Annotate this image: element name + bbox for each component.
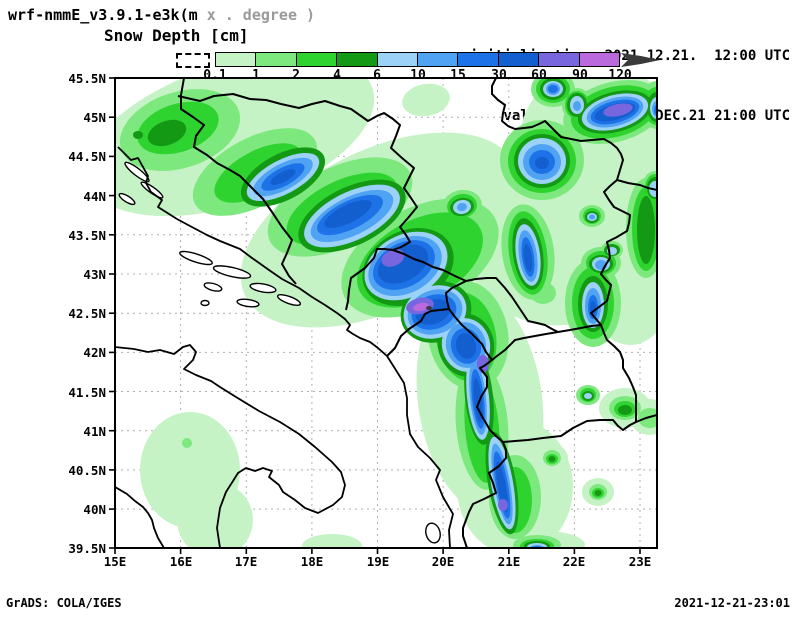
x-axis-label: 22E — [562, 554, 586, 569]
plot-subtitle: Snow Depth [cm] — [104, 26, 249, 45]
border-kosovo-south — [445, 280, 559, 361]
y-axis-label: 40N — [83, 502, 106, 517]
border-albania-east-greece — [462, 359, 507, 547]
snow-shading-level-10 — [426, 306, 432, 310]
colorbar-tick-label: 4 — [333, 68, 341, 83]
coastline-italy-adriatic — [116, 344, 346, 547]
colorbar-segment — [255, 53, 296, 66]
colorbar-tick-label: 15 — [450, 68, 466, 83]
model-title: wrf-nmmE_v3.9.1-e3k(m x . degree ) — [8, 6, 315, 24]
colorbar-segment — [376, 53, 418, 66]
colorbar-segment — [336, 53, 377, 66]
colorbar-tick-label: 10 — [410, 68, 426, 83]
colorbar-segment — [417, 53, 458, 66]
y-axis-label: 41N — [83, 424, 106, 439]
y-axis-label: 45.5N — [68, 71, 106, 86]
border-serbia-romania-danube — [491, 79, 656, 191]
colorbar-undermin-box — [176, 53, 210, 68]
colorbar-segment — [497, 53, 539, 66]
border-montenegro-serbia-kosovo — [392, 249, 559, 333]
grads-credit: GrADS: COLA/IGES — [6, 596, 122, 610]
x-axis-label: 18E — [300, 554, 324, 569]
colorbar-tick-label: 6 — [373, 68, 381, 83]
y-axis-label: 44.5N — [68, 149, 106, 164]
border-macedonia-greece — [502, 414, 656, 443]
colorbar-segment — [538, 53, 579, 66]
colorbar — [215, 52, 620, 67]
border-sava-drina — [177, 93, 418, 311]
colorbar-segment — [216, 53, 256, 66]
border-albania-montenegro — [386, 308, 450, 357]
colorbar-segment — [295, 53, 337, 66]
x-axis-label: 15E — [103, 554, 127, 569]
adriatic-islands — [118, 161, 441, 544]
x-axis-label: 17E — [234, 554, 258, 569]
x-axis-label: 16E — [169, 554, 193, 569]
y-axis-label: 45N — [83, 110, 106, 125]
y-axis-ticks — [109, 77, 115, 549]
border-macedonia-bulgaria — [557, 324, 637, 422]
model-title-text: wrf-nmmE_v3.9.1-e3k(m — [8, 6, 198, 24]
y-axis-label: 40.5N — [68, 463, 106, 478]
border-croatia-bosnia — [180, 79, 297, 285]
colorbar-tick-label: 1 — [252, 68, 260, 83]
colorbar-segment — [578, 53, 620, 66]
y-axis-label: 43.5N — [68, 228, 106, 243]
colorbar-tick-label: 2 — [292, 68, 300, 83]
x-axis-label: 19E — [366, 554, 390, 569]
y-axis-label: 42.5N — [68, 306, 106, 321]
y-axis-label: 42N — [83, 345, 106, 360]
border-serbia-bulgaria — [590, 179, 631, 326]
y-axis-label: 44N — [83, 189, 106, 204]
y-axis-label: 43N — [83, 267, 106, 282]
x-axis-label: 23E — [628, 554, 652, 569]
x-axis-ticks — [114, 548, 641, 554]
coastline-italy-tyrrhenian — [116, 486, 165, 547]
x-axis-label: 20E — [431, 554, 455, 569]
model-title-units: x . degree ) — [206, 6, 316, 24]
y-axis-label: 39.5N — [68, 541, 106, 556]
snow-shading-level-9 — [413, 302, 429, 312]
creation-timestamp: 2021-12-21-23:01 — [674, 596, 790, 610]
colorbar-segment — [457, 53, 498, 66]
x-axis-label: 21E — [497, 554, 521, 569]
y-axis-label: 41.5N — [68, 385, 106, 400]
coastline-adriatic-east — [117, 146, 454, 547]
